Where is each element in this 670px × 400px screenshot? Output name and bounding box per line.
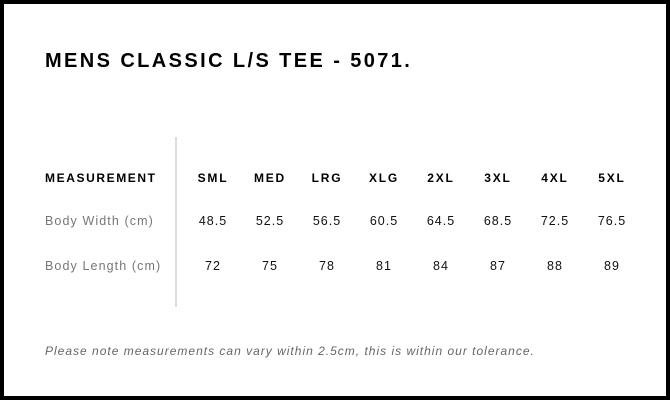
size-header: 2XL	[427, 171, 455, 185]
column-divider	[175, 137, 177, 307]
table-cell: 89	[604, 259, 620, 273]
table-cell: 56.5	[312, 214, 342, 228]
table-cell: 72.5	[540, 214, 570, 228]
table-cell: 48.5	[198, 214, 228, 228]
size-header: SML	[197, 171, 229, 185]
table-cell: 52.5	[255, 214, 285, 228]
size-header: 3XL	[484, 171, 512, 185]
table-cell: 72	[205, 259, 221, 273]
table-cell: 64.5	[426, 214, 456, 228]
table-cell: 68.5	[483, 214, 513, 228]
size-header: XLG	[368, 171, 400, 185]
table-cell: 81	[376, 259, 392, 273]
size-header: LRG	[311, 171, 343, 185]
table-cell: 76.5	[597, 214, 627, 228]
row-label: Body Length (cm)	[45, 259, 162, 273]
table-cell: 60.5	[369, 214, 399, 228]
table-cell: 75	[262, 259, 278, 273]
tolerance-note: Please note measurements can vary within…	[45, 344, 535, 358]
table-cell: 78	[319, 259, 335, 273]
size-header: 4XL	[541, 171, 569, 185]
page-title: MENS CLASSIC L/S TEE - 5071.	[45, 50, 413, 72]
table-header-row: MEASUREMENT SML MED LRG XLG 2XL 3XL 4XL 5XL	[4, 171, 666, 191]
table-cell: 87	[490, 259, 506, 273]
header-label: MEASUREMENT	[45, 171, 157, 185]
table-row: Body Length (cm) 72 75 78 81 84 87 88 89	[4, 259, 666, 279]
size-header: 5XL	[598, 171, 626, 185]
row-label: Body Width (cm)	[45, 214, 154, 228]
table-row: Body Width (cm) 48.5 52.5 56.5 60.5 64.5 68.5 7…	[4, 214, 666, 234]
table-cell: 88	[547, 259, 563, 273]
size-header: MED	[253, 171, 287, 185]
table-cell: 84	[433, 259, 449, 273]
